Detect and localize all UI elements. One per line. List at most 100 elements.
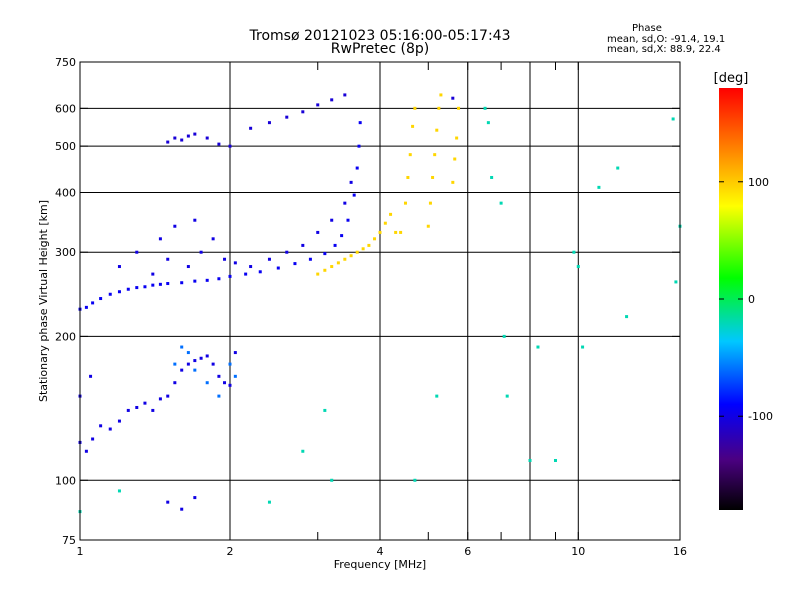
data-point	[211, 362, 215, 366]
data-point	[333, 243, 337, 247]
data-point	[383, 221, 387, 225]
data-point	[457, 106, 461, 110]
data-point	[186, 351, 190, 355]
data-point	[361, 247, 365, 251]
data-point	[451, 96, 455, 100]
data-point	[199, 250, 203, 254]
data-point	[572, 250, 576, 254]
data-point	[343, 257, 347, 261]
data-point	[399, 230, 403, 234]
data-point	[616, 166, 620, 170]
x-tick-label: 10	[571, 545, 585, 558]
data-point	[343, 201, 347, 205]
colorbar-tick-label: 100	[748, 176, 769, 189]
data-point	[91, 437, 95, 441]
data-point	[117, 489, 121, 493]
data-point	[340, 234, 344, 238]
data-point	[502, 334, 506, 338]
data-point	[205, 354, 209, 358]
data-point	[435, 394, 439, 398]
plot-frame	[79, 61, 681, 541]
phase-stats-x-mode: mean, sd,X: 88.9, 22.4	[607, 44, 721, 55]
data-point	[293, 262, 297, 266]
grid-lines	[80, 62, 680, 540]
data-point	[355, 166, 359, 170]
data-point	[349, 254, 353, 258]
data-point	[323, 268, 327, 272]
data-point	[433, 153, 437, 157]
data-points	[78, 93, 682, 514]
data-point	[166, 394, 170, 398]
data-point	[143, 401, 147, 405]
data-point	[228, 383, 232, 387]
data-point	[108, 292, 112, 296]
data-point	[378, 230, 382, 234]
data-point	[581, 345, 585, 349]
data-point	[91, 301, 95, 305]
x-tick-label: 6	[464, 545, 471, 558]
data-point	[403, 201, 407, 205]
data-point	[84, 305, 88, 309]
data-point	[193, 496, 197, 500]
data-point	[406, 175, 410, 179]
colorbar-tick-label: -100	[748, 410, 773, 423]
axis-tick-labels: 1 2 4 6 10 16 75 100 200 300 400 500 600 750	[55, 56, 687, 558]
data-point	[455, 136, 459, 140]
data-point	[267, 500, 271, 504]
data-point	[330, 478, 334, 482]
data-point	[413, 478, 417, 482]
data-point	[357, 144, 361, 148]
data-point	[117, 419, 121, 423]
data-point	[249, 126, 253, 130]
data-point	[431, 175, 435, 179]
data-point	[267, 121, 271, 125]
data-point	[126, 408, 130, 412]
data-point	[193, 368, 197, 372]
data-point	[217, 374, 221, 378]
data-point	[285, 115, 289, 119]
data-point	[228, 362, 232, 366]
data-point	[358, 121, 362, 125]
data-point	[346, 218, 350, 222]
data-point	[411, 124, 415, 128]
data-point	[316, 230, 320, 234]
data-point	[205, 136, 209, 140]
data-point	[276, 266, 280, 270]
x-tick-label: 4	[377, 545, 384, 558]
data-point	[166, 500, 170, 504]
data-point	[217, 394, 221, 398]
data-point	[158, 282, 162, 286]
data-point	[308, 257, 312, 261]
data-point	[285, 250, 289, 254]
data-point	[373, 237, 377, 241]
x-tick-label: 2	[227, 545, 234, 558]
x-tick-label: 1	[77, 545, 84, 558]
data-point	[186, 265, 190, 269]
data-point	[223, 381, 227, 385]
data-point	[505, 394, 509, 398]
data-point	[126, 287, 130, 291]
colorbar-ticks: 100 0 -100	[719, 176, 773, 423]
data-point	[576, 265, 580, 269]
data-point	[233, 374, 237, 378]
data-point	[158, 237, 162, 241]
data-point	[166, 140, 170, 144]
data-point	[483, 106, 487, 110]
y-tick-label: 500	[55, 140, 76, 153]
data-point	[674, 280, 678, 284]
data-point	[180, 368, 184, 372]
data-point	[180, 138, 184, 142]
data-point	[301, 243, 305, 247]
y-tick-label: 100	[55, 474, 76, 487]
x-axis-label: Frequency [MHz]	[334, 558, 426, 571]
data-point	[323, 252, 327, 256]
data-point	[528, 458, 532, 462]
data-point	[355, 250, 359, 254]
data-point	[228, 144, 232, 148]
data-point	[451, 180, 455, 184]
data-point	[143, 285, 147, 289]
data-point	[349, 180, 353, 184]
y-tick-label: 600	[55, 102, 76, 115]
data-point	[453, 157, 457, 161]
